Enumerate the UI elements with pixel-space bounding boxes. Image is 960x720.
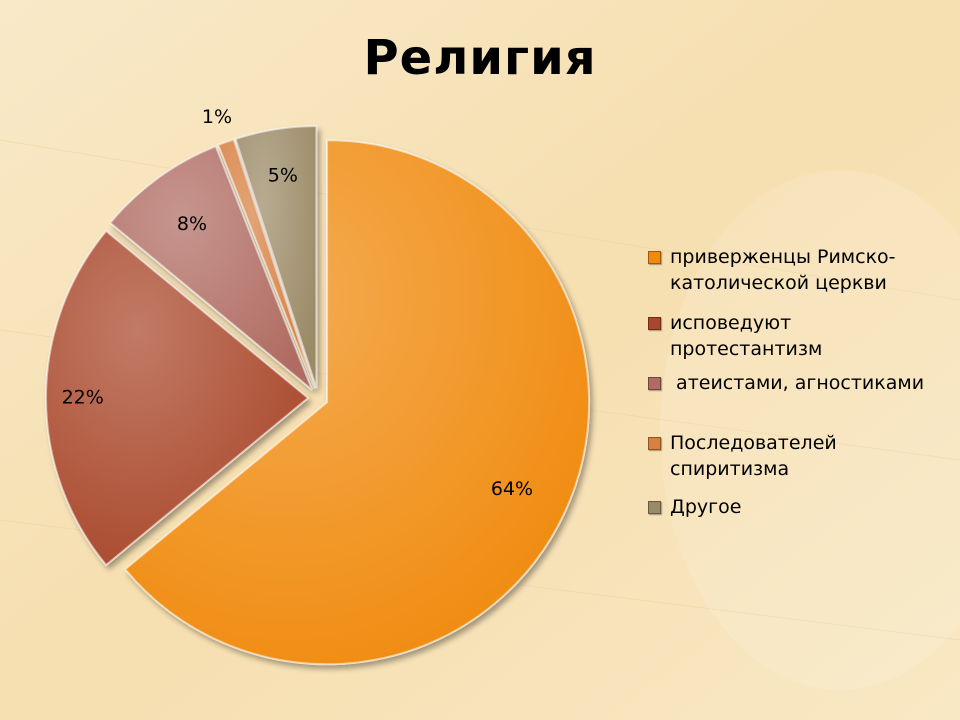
legend-swatch xyxy=(648,317,661,330)
pie-slice-spiritism-sheen xyxy=(218,139,315,389)
data-label-other: 5% xyxy=(268,164,298,186)
pie-slice-atheist-group xyxy=(108,145,314,391)
data-label-atheist: 8% xyxy=(177,213,207,235)
legend-swatch xyxy=(648,501,661,514)
legend-item-protestant: исповедуют протестантизм xyxy=(648,310,948,362)
page-title: Религия xyxy=(363,30,597,86)
data-label-spiritism: 1% xyxy=(202,106,232,128)
data-label-protestant: 22% xyxy=(62,387,104,409)
legend-item-spiritism: Последователей спиритизма xyxy=(648,430,948,482)
legend-label: Последователей спиритизма xyxy=(670,432,837,480)
pie-slice-protestant-sheen xyxy=(45,230,308,566)
legend-item-catholic: приверженцы Римско- католической церкви xyxy=(648,244,948,296)
pie-slice-other-group xyxy=(234,125,318,389)
pie-slice-spiritism-group xyxy=(216,138,316,389)
legend-swatch xyxy=(648,437,661,450)
data-label-catholic: 64% xyxy=(491,478,533,500)
pie-slice-other-sheen xyxy=(235,126,317,389)
legend-label: приверженцы Римско- католической церкви xyxy=(670,246,896,294)
legend-swatch xyxy=(648,377,661,390)
legend-item-other: Другое xyxy=(648,494,948,520)
legend-label: Другое xyxy=(670,496,742,518)
legend-label: атеистами, агностиками xyxy=(670,372,925,394)
legend-item-atheist: атеистами, агностиками xyxy=(648,370,948,396)
legend-swatch xyxy=(648,251,661,264)
pie-slice-atheist-sheen xyxy=(110,146,313,390)
legend-label: исповедуют протестантизм xyxy=(670,312,823,360)
pie-slice-protestant-group xyxy=(45,229,310,567)
pie-slice-catholic-group xyxy=(123,139,591,666)
pie-slice-catholic-sheen xyxy=(125,140,590,665)
